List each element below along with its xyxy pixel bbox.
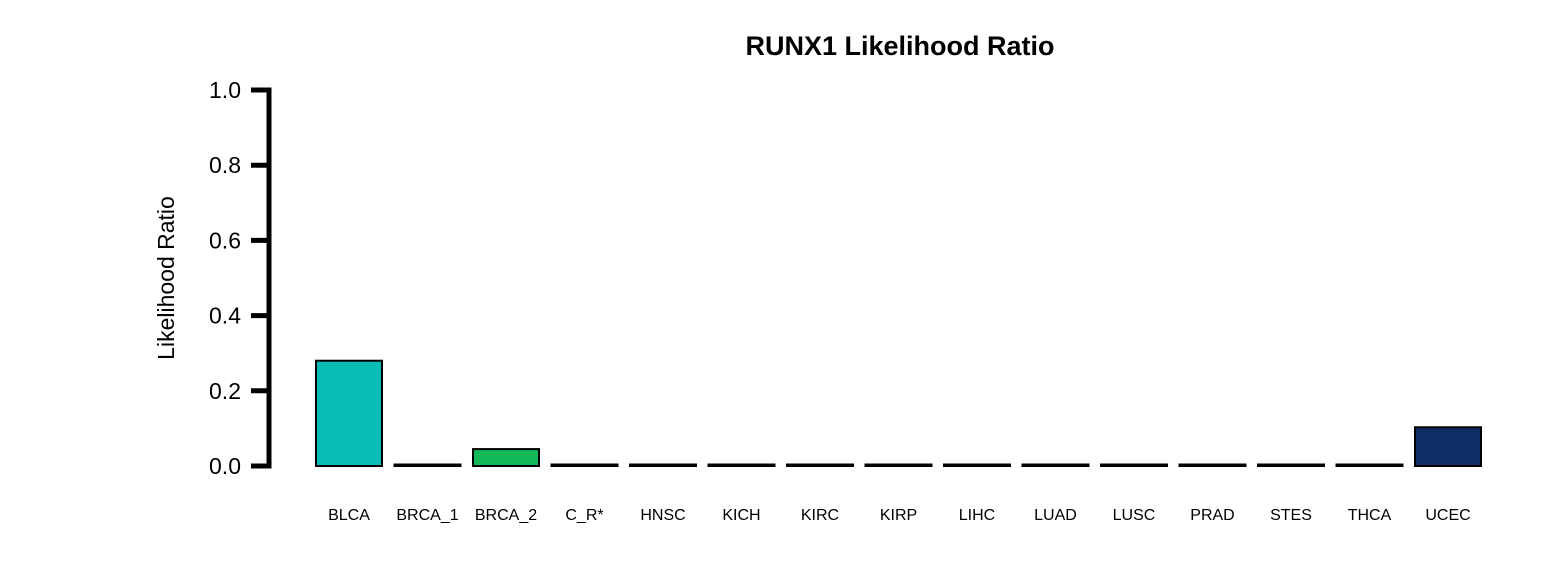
x-tick-label: UCEC	[1425, 507, 1470, 524]
bar-brca-1	[393, 463, 462, 467]
x-tick-label: KIRC	[801, 507, 839, 524]
x-tick-label: HNSC	[640, 507, 685, 524]
y-tick-label: 0.0	[209, 453, 241, 479]
bar-lihc	[943, 463, 1011, 467]
x-tick-label: BRCA_1	[396, 507, 458, 524]
y-axis: 0.0 0.2 0.4 0.6 0.8 1.0	[209, 77, 272, 479]
bar-hnsc	[629, 463, 697, 467]
bar-blca	[315, 359, 383, 467]
x-tick-label: LUAD	[1034, 507, 1077, 524]
bar-ucec	[1414, 426, 1482, 468]
x-axis-labels: BLCA BRCA_1 BRCA_2 C_R* HNSC KICH KIRC KIRP LIHC…	[328, 507, 1471, 524]
y-tick-label: 0.4	[209, 303, 241, 329]
bar-thca	[1335, 463, 1404, 467]
bar-luad	[1021, 463, 1090, 467]
x-tick-label: STES	[1270, 507, 1312, 524]
x-tick-label: BRCA_2	[475, 507, 537, 524]
x-tick-label: PRAD	[1190, 507, 1234, 524]
bar-kich	[707, 463, 776, 467]
bar-prad	[1178, 463, 1247, 467]
x-tick-label: LIHC	[959, 507, 995, 524]
bar-lusc	[1100, 463, 1168, 467]
x-tick-label: THCA	[1348, 507, 1392, 524]
x-tick-label: KIRP	[880, 507, 917, 524]
y-tick-label: 1.0	[209, 77, 241, 103]
bar-brca-2	[472, 448, 540, 467]
bars	[315, 359, 1482, 468]
chart-title: RUNX1 Likelihood Ratio	[745, 31, 1054, 61]
y-axis-label: Likelihood Ratio	[153, 196, 179, 360]
x-tick-label: KICH	[722, 507, 760, 524]
x-tick-label: C_R*	[565, 507, 603, 524]
y-tick-label: 0.6	[209, 227, 241, 253]
x-tick-label: LUSC	[1113, 507, 1156, 524]
bar-stes	[1257, 463, 1325, 467]
bar-kirc	[786, 463, 854, 467]
x-tick-label: BLCA	[328, 507, 370, 524]
y-tick-label: 0.2	[209, 378, 241, 404]
y-tick-label: 0.8	[209, 152, 241, 178]
bar-kirp	[864, 463, 933, 467]
bar-c-r	[550, 463, 619, 467]
